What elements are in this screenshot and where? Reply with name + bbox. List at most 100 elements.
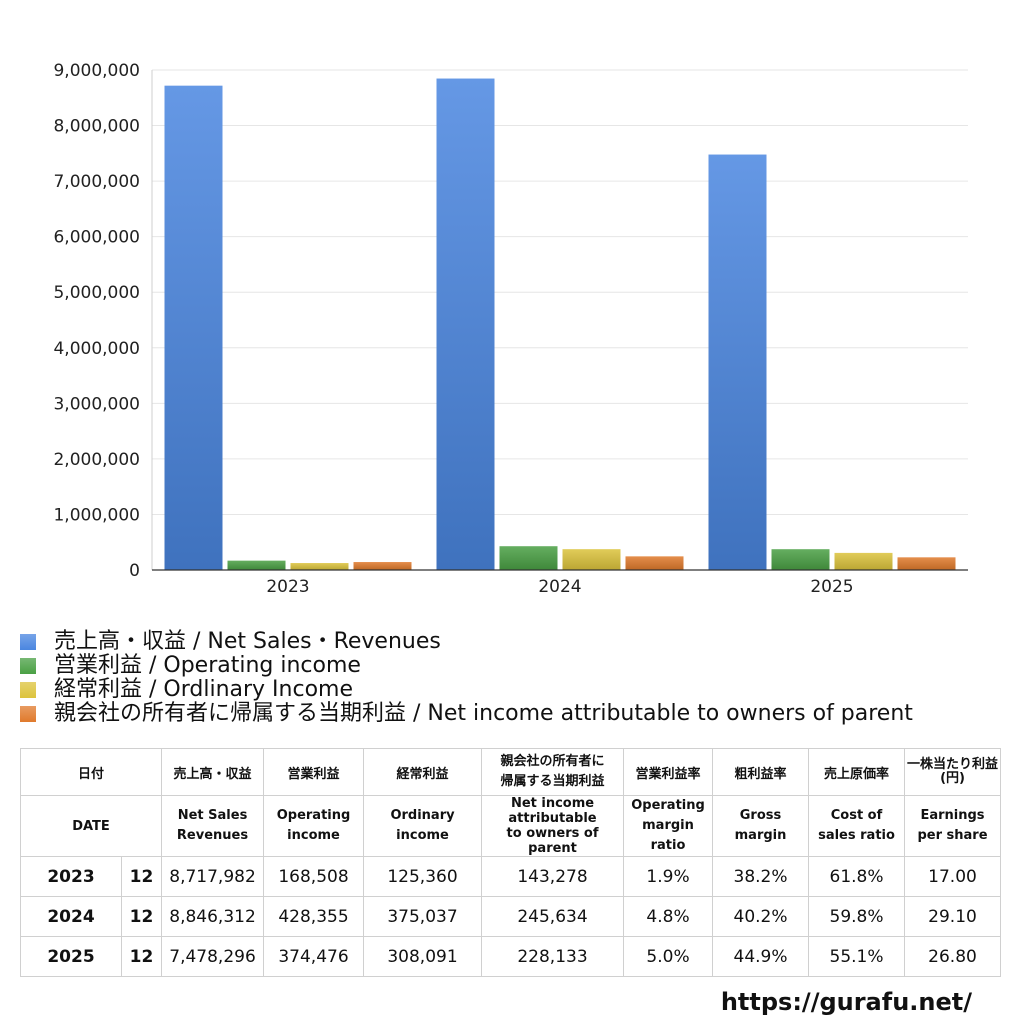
cell-gross-margin: 40.2% [712, 896, 810, 937]
legend-label-operating-income: 営業利益 / Operating income [54, 653, 361, 678]
cell-net-income: 143,278 [481, 856, 625, 897]
bar-2024-series-2 [562, 549, 621, 570]
header-operating-income-en-line2: income [287, 828, 340, 843]
cell-eps: 29.10 [904, 896, 1002, 937]
cell-cost-ratio: 55.1% [808, 936, 906, 977]
header-operating-margin-en: Operating margin ratio [623, 795, 714, 857]
x-tick-label: 2024 [538, 577, 581, 597]
bar-2025-series-3 [897, 557, 956, 570]
cell-ordinary-income: 375,037 [363, 896, 483, 937]
header-eps-jp-line1: 一株当たり利益 [907, 757, 999, 772]
legend-label-sales: 売上高・収益 / Net Sales・Revenues [54, 629, 441, 654]
y-tick-label: 2,000,000 [53, 450, 140, 470]
table-header-en: DATE Net Sales Revenues Operating income… [19, 795, 1002, 857]
header-eps-jp: 一株当たり利益 (円) [904, 748, 1002, 796]
cell-ordinary-income: 308,091 [363, 936, 483, 977]
header-cost-ratio-en: Cost of sales ratio [808, 795, 906, 857]
bar-2024-series-0 [436, 78, 495, 571]
header-cost-ratio-jp: 売上原価率 [808, 748, 906, 796]
bars [164, 78, 956, 571]
header-date-jp: 日付 [19, 748, 163, 796]
header-sales-jp: 売上高・収益 [161, 748, 265, 796]
cell-sales: 8,846,312 [161, 896, 265, 937]
legend-swatch-operating-income [20, 658, 36, 674]
y-tick-label: 6,000,000 [53, 228, 140, 248]
header-sales-en-line1: Net Sales [177, 808, 248, 823]
header-gross-margin-en: Gross margin [712, 795, 810, 857]
bar-2025-series-0 [708, 154, 767, 570]
header-net-income-jp-line1: 親会社の所有者に [500, 754, 605, 769]
bar-chart: 0 1,000,000 2,000,000 3,000,000 4,000,000 5,0… [53, 61, 968, 597]
header-net-income-jp: 親会社の所有者に 帰属する当期利益 [481, 748, 625, 796]
cell-net-income: 245,634 [481, 896, 625, 937]
y-tick-label: 7,000,000 [53, 172, 140, 192]
header-ordinary-income-jp: 経常利益 [363, 748, 483, 796]
header-cost-ratio-en-line1: Cost of [830, 808, 883, 823]
header-ordinary-income-en-line2: income [396, 828, 449, 843]
source-url[interactable]: https://gurafu.net/ [720, 988, 972, 1016]
bar-2023-series-2 [290, 563, 349, 570]
y-tick-label: 5,000,000 [53, 283, 140, 303]
cell-operating-margin: 4.8% [623, 896, 714, 937]
header-operating-margin-en-line3: ratio [650, 838, 686, 853]
cell-cost-ratio: 61.8% [808, 856, 906, 897]
header-eps-jp-line2: (円) [940, 771, 965, 786]
header-net-income-jp-line2: 帰属する当期利益 [500, 774, 605, 789]
y-tick-label: 4,000,000 [53, 339, 140, 359]
header-net-income-en-line2: to owners of parent [506, 826, 599, 856]
y-tick-label: 3,000,000 [53, 394, 140, 414]
legend-swatch-sales [20, 634, 36, 650]
legend-item-operating-income: 営業利益 / Operating income [20, 654, 913, 678]
header-net-income-en-line1: Net income attributable [508, 796, 597, 826]
bar-2024-series-3 [625, 556, 684, 570]
header-operating-margin-en-line2: margin [642, 818, 694, 833]
cell-operating-income: 374,476 [263, 936, 365, 977]
cell-net-income: 228,133 [481, 936, 625, 977]
header-net-income-en: Net income attributable to owners of par… [481, 795, 625, 857]
header-operating-income-en-line1: Operating [276, 808, 351, 823]
y-tick-label: 0 [129, 561, 140, 581]
y-tick-label: 9,000,000 [53, 61, 140, 81]
cell-month: 12 [120, 936, 163, 977]
legend-label-net-income: 親会社の所有者に帰属する当期利益 / Net income attributab… [54, 701, 913, 726]
table-row: 2024 12 8,846,312 428,355 375,037 245,63… [20, 896, 1002, 937]
header-ordinary-income-en-line1: Ordinary [390, 808, 455, 823]
table-row: 2023 12 8,717,982 168,508 125,360 143,27… [20, 856, 1002, 897]
cell-month: 12 [120, 896, 163, 937]
cell-sales: 8,717,982 [161, 856, 265, 897]
cell-cost-ratio: 59.8% [808, 896, 906, 937]
header-operating-margin-jp: 営業利益率 [623, 748, 714, 796]
table-row: 2025 12 7,478,296 374,476 308,091 228,13… [20, 936, 1002, 977]
header-operating-margin-en-line1: Operating [631, 798, 705, 813]
cell-sales: 7,478,296 [161, 936, 265, 977]
header-date-en: DATE [19, 795, 163, 857]
cell-operating-margin: 1.9% [623, 856, 714, 897]
bar-2025-series-2 [834, 552, 893, 570]
x-tick-label: 2023 [266, 577, 309, 597]
header-gross-margin-jp: 粗利益率 [712, 748, 810, 796]
y-tick-label: 1,000,000 [53, 505, 140, 525]
bar-2023-series-0 [164, 85, 223, 570]
y-axis: 0 1,000,000 2,000,000 3,000,000 4,000,000 5,0… [53, 61, 153, 581]
header-eps-en: Earnings per share [904, 795, 1002, 857]
y-tick-label: 8,000,000 [53, 117, 140, 137]
cell-year: 2023 [20, 856, 122, 897]
cell-year: 2025 [20, 936, 122, 977]
grid-lines [152, 69, 968, 515]
cell-ordinary-income: 125,360 [363, 856, 483, 897]
legend-item-ordinary-income: 経常利益 / Ordlinary Income [20, 678, 913, 702]
legend-item-net-income: 親会社の所有者に帰属する当期利益 / Net income attributab… [20, 702, 913, 726]
cell-month: 12 [120, 856, 163, 897]
legend-swatch-net-income [20, 706, 36, 722]
cell-operating-income: 168,508 [263, 856, 365, 897]
cell-operating-income: 428,355 [263, 896, 365, 937]
header-operating-income-en: Operating income [263, 795, 365, 857]
header-eps-en-line2: per share [917, 828, 988, 843]
legend-swatch-ordinary-income [20, 682, 36, 698]
header-eps-en-line1: Earnings [920, 808, 985, 823]
x-tick-label: 2025 [810, 577, 853, 597]
cell-gross-margin: 38.2% [712, 856, 810, 897]
legend-item-sales: 売上高・収益 / Net Sales・Revenues [20, 630, 913, 654]
cell-eps: 26.80 [904, 936, 1002, 977]
header-sales-en: Net Sales Revenues [161, 795, 265, 857]
